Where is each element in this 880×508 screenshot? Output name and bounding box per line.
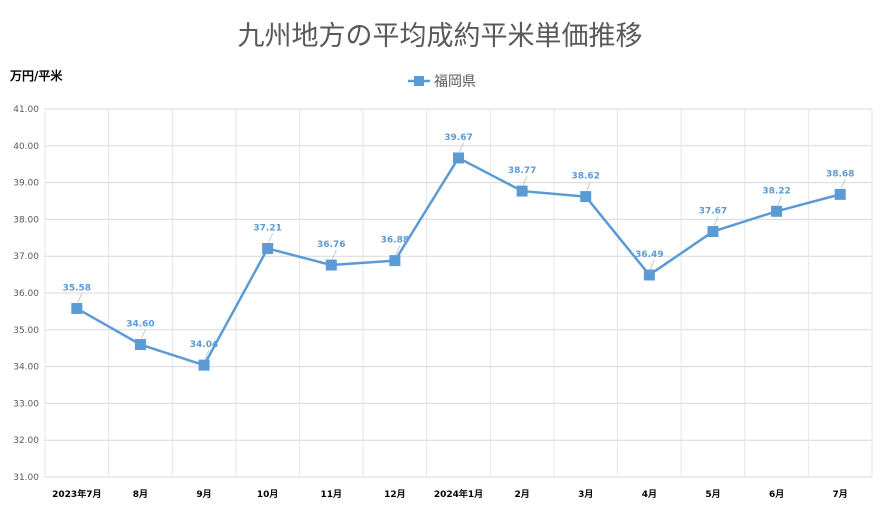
y-axis-ticks: 31.00 32.00 33.00 34.00 35.00 36.00 37.00 38.00… (13, 105, 39, 483)
y-tick-label: 31.00 (13, 473, 39, 483)
data-label-leader (840, 179, 846, 189)
data-label-leader (77, 293, 83, 303)
data-label-leader (649, 259, 655, 270)
data-label-leader (713, 216, 719, 226)
data-label: 36.49 (635, 250, 663, 260)
x-tick-label: 9月 (196, 489, 211, 500)
data-point-marker (707, 226, 719, 238)
x-tick-label: 2023年7月 (52, 488, 101, 500)
x-tick-label: 7月 (833, 489, 848, 500)
y-axis-unit-label: 万円/平米 (9, 68, 63, 83)
data-label: 38.77 (508, 166, 536, 176)
data-label: 35.58 (63, 283, 91, 293)
data-label: 37.21 (253, 223, 281, 233)
y-tick-label: 32.00 (13, 436, 39, 446)
data-point-marker (262, 242, 274, 254)
y-tick-label: 37.00 (13, 252, 39, 262)
data-label: 34.04 (190, 340, 218, 350)
data-point-marker (643, 269, 655, 281)
x-tick-label: 2月 (514, 489, 529, 500)
x-tick-label: 8月 (133, 489, 148, 500)
data-label-leader (204, 349, 210, 360)
data-label: 37.67 (699, 207, 727, 217)
data-label: 36.88 (381, 236, 409, 246)
data-label: 38.22 (762, 186, 790, 196)
data-label-leader (268, 233, 274, 243)
data-label: 38.62 (571, 172, 599, 182)
data-point-marker (71, 302, 83, 314)
data-label-leader (331, 249, 337, 260)
data-label-leader (395, 245, 401, 255)
x-tick-label: 10月 (257, 489, 279, 500)
x-tick-label: 6月 (769, 489, 784, 500)
data-label: 36.76 (317, 240, 345, 250)
data-labels: 35.58 34.60 34.04 37.21 36.76 36.88 39.67 38.77… (63, 133, 854, 360)
data-label-leader (777, 196, 782, 206)
legend: 福岡県 (408, 74, 476, 90)
y-tick-label: 40.00 (13, 142, 39, 152)
data-point-marker (325, 259, 337, 271)
y-tick-label: 35.00 (13, 326, 39, 336)
x-tick-label: 5月 (705, 489, 720, 500)
y-tick-label: 34.00 (13, 363, 39, 373)
legend-label: 福岡県 (434, 74, 476, 90)
y-tick-label: 36.00 (13, 289, 39, 299)
data-label-leader (586, 181, 592, 191)
y-tick-label: 38.00 (13, 215, 39, 225)
data-label: 34.60 (126, 320, 154, 330)
x-tick-label: 11月 (321, 489, 343, 500)
series-line (76, 156, 841, 367)
x-tick-label: 12月 (384, 489, 406, 500)
data-point-marker (516, 185, 528, 197)
data-point-marker (134, 339, 146, 351)
y-tick-label: 39.00 (13, 179, 39, 189)
x-tick-label: 4月 (642, 489, 657, 500)
data-point-marker (198, 359, 210, 371)
data-label-leader (522, 175, 528, 186)
data-label: 38.68 (826, 169, 854, 179)
data-point-marker (453, 152, 464, 164)
chart-title: 九州地方の平均成約平米単価推移 (238, 21, 643, 52)
data-point-marker (389, 255, 401, 267)
data-point-marker (834, 188, 846, 200)
y-tick-label: 41.00 (13, 105, 39, 115)
data-point-marker (580, 191, 592, 203)
data-label-leader (141, 329, 146, 339)
series-福岡県 (71, 152, 846, 371)
data-point-marker (771, 205, 783, 217)
x-tick-label: 2024年1月 (434, 488, 483, 500)
gridlines (44, 108, 873, 478)
legend-marker-swatch (414, 76, 424, 86)
x-tick-label: 3月 (578, 489, 593, 500)
y-tick-label: 33.00 (13, 399, 39, 409)
data-label-leader (459, 142, 464, 153)
x-axis-ticks: 2023年7月 8月 9月 10月 11月 12月 2024年1月 2月 3月 4月 5月 6月 7月 (52, 488, 848, 500)
data-label: 39.67 (444, 133, 472, 143)
